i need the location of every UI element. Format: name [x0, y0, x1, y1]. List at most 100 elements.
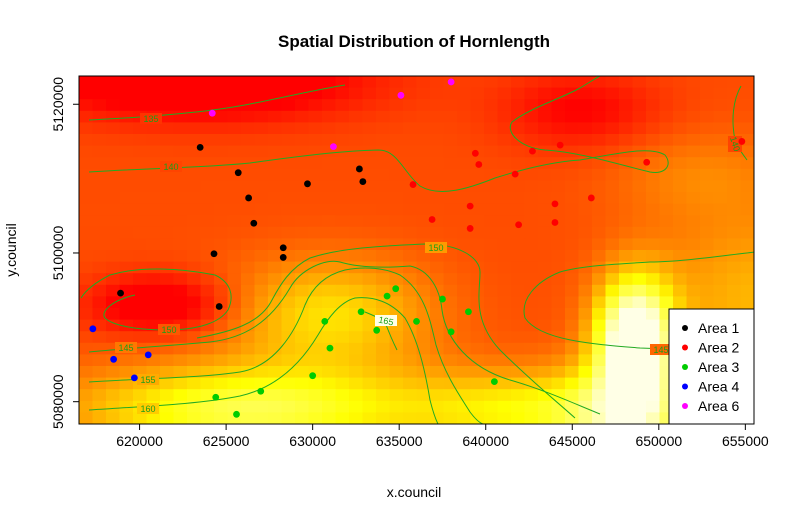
heatmap-cell — [173, 192, 188, 205]
heatmap-cell — [362, 134, 377, 147]
heatmap-cell — [673, 87, 688, 100]
heatmap-cell — [173, 366, 188, 379]
heatmap-cell — [295, 261, 310, 274]
heatmap-cell — [322, 412, 337, 424]
contour-label-165: 165 — [378, 315, 395, 328]
heatmap-cell — [497, 342, 512, 355]
heatmap-cell — [160, 412, 175, 424]
heatmap-cell — [605, 308, 620, 321]
heatmap-cell — [605, 389, 620, 402]
heatmap-cell — [389, 110, 404, 123]
heatmap-cell — [727, 296, 742, 309]
heatmap-cell — [389, 389, 404, 402]
heatmap-cell — [160, 110, 175, 123]
heatmap-cell — [281, 215, 296, 228]
heatmap-cell — [281, 76, 296, 89]
heatmap-cell — [79, 180, 94, 193]
heatmap-cell — [659, 157, 674, 170]
heatmap-cell — [200, 261, 215, 274]
heatmap-cell — [403, 284, 418, 297]
heatmap-cell — [470, 331, 485, 344]
heatmap-cell — [470, 342, 485, 355]
heatmap-cell — [119, 122, 134, 135]
heatmap-cell — [241, 110, 256, 123]
heatmap-cell — [295, 99, 310, 112]
heatmap-cell — [619, 134, 634, 147]
heatmap-cell — [470, 261, 485, 274]
heatmap-cell — [700, 215, 715, 228]
heatmap-cell — [443, 308, 458, 321]
data-point — [409, 181, 417, 188]
heatmap-cell — [227, 261, 242, 274]
heatmap-cell — [335, 354, 350, 367]
heatmap-cell — [659, 215, 674, 228]
heatmap-cell — [160, 250, 175, 263]
heatmap-cell — [227, 377, 242, 390]
heatmap-cell — [470, 134, 485, 147]
heatmap-cell — [146, 192, 161, 205]
heatmap-cell — [619, 412, 634, 424]
heatmap-cell — [551, 342, 566, 355]
heatmap-cell — [484, 261, 499, 274]
heatmap-cell — [619, 296, 634, 309]
heatmap-cell — [740, 180, 754, 193]
heatmap-cell — [551, 226, 566, 239]
heatmap-cell — [713, 122, 728, 135]
heatmap-cell — [281, 226, 296, 239]
heatmap-cell — [281, 342, 296, 355]
heatmap-cell — [605, 412, 620, 424]
heatmap-cell — [605, 366, 620, 379]
heatmap-cell — [700, 250, 715, 263]
heatmap-cell — [565, 122, 580, 135]
data-point — [428, 216, 436, 223]
heatmap-cell — [92, 87, 107, 100]
heatmap-cell — [133, 261, 148, 274]
heatmap-cell — [187, 319, 202, 332]
heatmap-cell — [349, 273, 364, 286]
heatmap-cell — [511, 389, 526, 402]
heatmap-cell — [187, 400, 202, 413]
heatmap-cell — [281, 168, 296, 181]
heatmap-cell — [295, 377, 310, 390]
heatmap-cell — [119, 400, 134, 413]
heatmap-cell — [254, 284, 269, 297]
chart-title: Spatial Distribution of Hornlength — [278, 32, 550, 51]
heatmap-cell — [119, 331, 134, 344]
heatmap-cell — [335, 87, 350, 100]
data-point — [447, 78, 455, 86]
heatmap-cell — [430, 134, 445, 147]
heatmap-cell — [713, 134, 728, 147]
heatmap-cell — [200, 145, 215, 158]
heatmap-cell — [497, 215, 512, 228]
heatmap-cell — [605, 110, 620, 123]
y-tick-label: 5100000 — [50, 226, 66, 281]
heatmap-cell — [160, 261, 175, 274]
heatmap-cell — [376, 122, 391, 135]
heatmap-cell — [214, 215, 229, 228]
heatmap-cell — [173, 296, 188, 309]
heatmap-cell — [200, 99, 215, 112]
contour-lines — [80, 76, 754, 424]
heatmap-cell — [457, 134, 472, 147]
heatmap-cell — [241, 308, 256, 321]
heatmap-cell — [254, 342, 269, 355]
heatmap-cell — [403, 308, 418, 321]
heatmap-cell — [376, 366, 391, 379]
heatmap-cell — [740, 273, 754, 286]
heatmap-cell — [457, 377, 472, 390]
heatmap-cell — [538, 215, 553, 228]
x-tick-label: 635000 — [376, 433, 423, 449]
heatmap-cell — [106, 122, 121, 135]
heatmap-cell — [605, 168, 620, 181]
heatmap-cell — [430, 76, 445, 89]
heatmap-cell — [551, 99, 566, 112]
heatmap-cell — [308, 238, 323, 251]
heatmap-cell — [349, 296, 364, 309]
heatmap-cell — [335, 215, 350, 228]
heatmap-cell — [133, 157, 148, 170]
heatmap-cell — [200, 215, 215, 228]
heatmap-cell — [160, 87, 175, 100]
heatmap-cell — [524, 261, 539, 274]
heatmap-cell — [146, 76, 161, 89]
heatmap-cell — [551, 261, 566, 274]
